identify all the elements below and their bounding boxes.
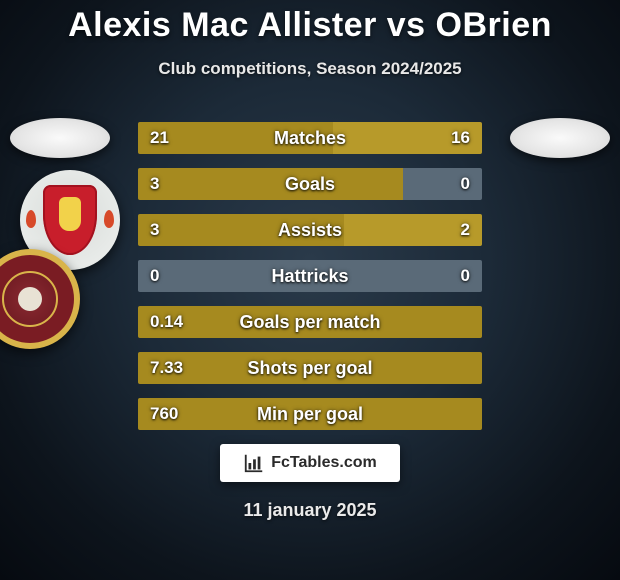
bar-segment-left [138, 168, 403, 200]
bar-segment-left [138, 260, 310, 292]
brand-text: FcTables.com [271, 454, 377, 472]
player-photo-right [510, 118, 610, 158]
bar-segment-right [403, 168, 482, 200]
crest-inner [2, 271, 58, 327]
bar-segment-right [344, 214, 482, 246]
brand-badge: FcTables.com [220, 444, 400, 482]
bar-segment-left [138, 352, 482, 384]
date-text: 11 january 2025 [0, 500, 620, 521]
subtitle: Club competitions, Season 2024/2025 [0, 59, 620, 79]
flame-icon [104, 210, 114, 228]
comparison-card: Alexis Mac Allister vs OBrien Club compe… [0, 0, 620, 580]
shield-icon [43, 185, 97, 255]
bar-segment-right [310, 260, 482, 292]
bar-track [138, 260, 482, 292]
ball-icon [18, 287, 42, 311]
player-photo-left [10, 118, 110, 158]
bar-track [138, 122, 482, 154]
stat-row: Shots per goal7.33 [138, 352, 482, 384]
stat-row: Min per goal760 [138, 398, 482, 430]
stat-row: Assists32 [138, 214, 482, 246]
bar-track [138, 168, 482, 200]
page-title: Alexis Mac Allister vs OBrien [0, 0, 620, 45]
stat-row: Hattricks00 [138, 260, 482, 292]
bar-segment-left [138, 306, 482, 338]
stat-row: Matches2116 [138, 122, 482, 154]
chart-icon [243, 452, 265, 474]
bar-track [138, 352, 482, 384]
stats-bars: Matches2116 Goals30 Assists32 Hattricks00 Go… [138, 122, 482, 444]
bar-track [138, 306, 482, 338]
bar-track [138, 398, 482, 430]
bar-segment-left [138, 214, 344, 246]
bar-segment-right [333, 122, 482, 154]
bar-track [138, 214, 482, 246]
bar-segment-left [138, 398, 482, 430]
stat-row: Goals30 [138, 168, 482, 200]
bar-segment-left [138, 122, 333, 154]
stat-row: Goals per match0.14 [138, 306, 482, 338]
flame-icon [26, 210, 36, 228]
